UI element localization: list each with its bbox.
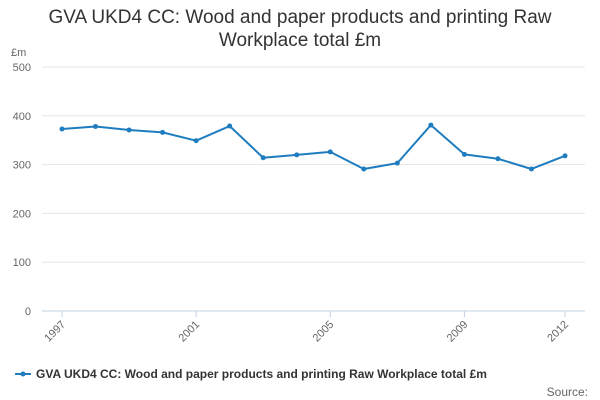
y-tick-label: 200 — [13, 208, 31, 220]
chart-title: GVA UKD4 CC: Wood and paper products and… — [0, 6, 600, 52]
data-point — [461, 151, 467, 157]
data-point — [126, 127, 132, 133]
data-point — [562, 153, 568, 159]
data-point — [495, 156, 501, 162]
gridlines — [42, 66, 585, 263]
data-point — [428, 122, 434, 128]
x-tick-label: 1997 — [42, 319, 68, 345]
y-tick-label: 300 — [13, 160, 31, 172]
data-point — [528, 166, 534, 172]
x-tick-label: 2012 — [545, 319, 571, 345]
data-point — [260, 155, 266, 161]
series-layer — [59, 122, 568, 172]
series-line — [61, 124, 566, 170]
legend-label: GVA UKD4 CC: Wood and paper products and… — [36, 367, 487, 381]
y-tick-label: 500 — [13, 62, 31, 74]
source-credit: Source: — [547, 385, 588, 399]
y-axis-label: £m — [11, 47, 26, 59]
x-tick-label: 2009 — [445, 319, 471, 345]
data-point — [294, 152, 300, 158]
data-point — [327, 149, 333, 155]
x-tick-label: 2001 — [176, 319, 202, 345]
y-tick-label: 400 — [13, 111, 31, 123]
legend-marker — [20, 371, 26, 377]
data-point — [227, 123, 233, 129]
x-tick-label: 2005 — [311, 319, 337, 345]
chart-title-line-1: GVA UKD4 CC: Wood and paper products and… — [48, 7, 552, 28]
y-tick-label: 0 — [25, 306, 31, 318]
data-point — [59, 126, 65, 132]
legend: GVA UKD4 CC: Wood and paper products and… — [15, 367, 588, 399]
chart-title-line-2: Workplace total £m — [218, 30, 382, 51]
data-point — [193, 138, 199, 144]
y-tick-label: 100 — [13, 257, 31, 269]
axes: 0 100 200 300 400 500 £m 1997 2001 2005 2009 2012 — [11, 47, 585, 344]
data-point — [361, 166, 367, 172]
data-point — [394, 160, 400, 166]
data-point — [93, 124, 99, 130]
data-point — [160, 129, 166, 135]
